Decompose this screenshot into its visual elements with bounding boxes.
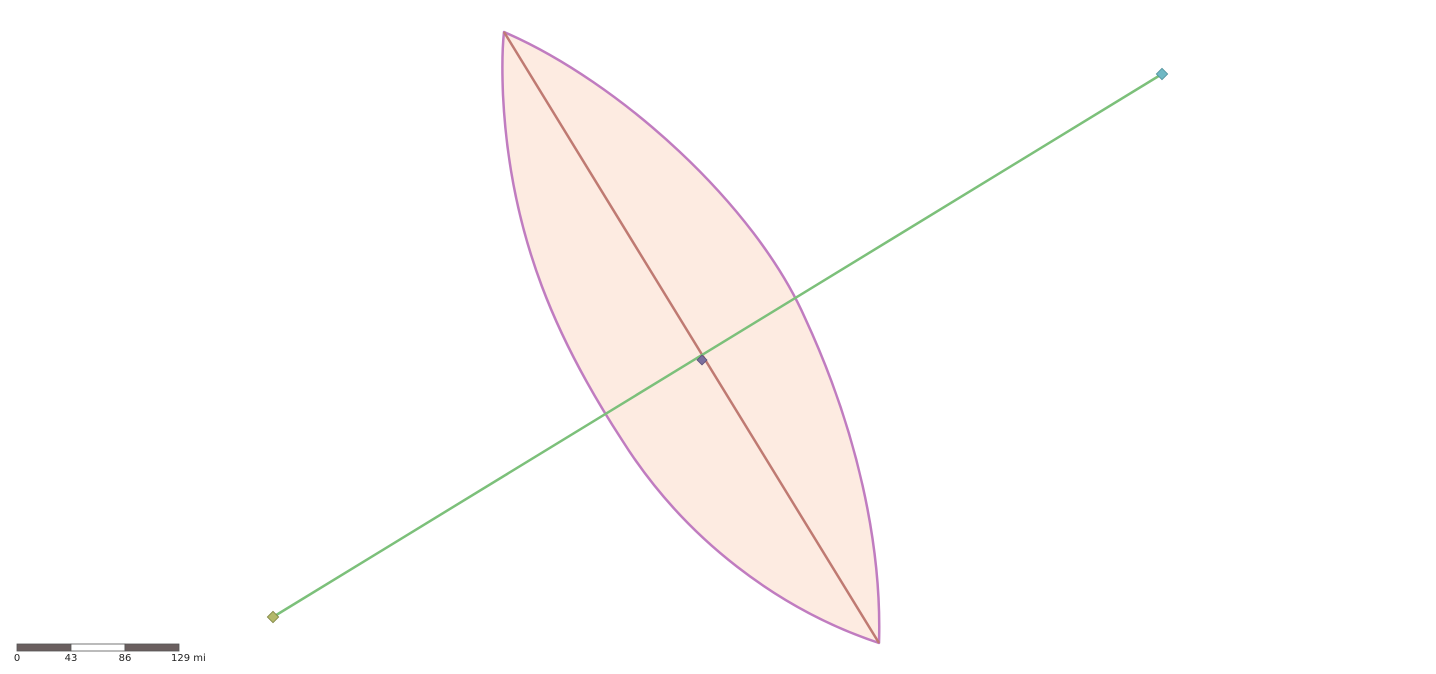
left-endpoint-marker[interactable] bbox=[266, 610, 280, 624]
center-point-marker[interactable] bbox=[696, 354, 708, 366]
major-axis-line[interactable] bbox=[502, 31, 881, 644]
scale-bar-segment bbox=[124, 643, 180, 652]
crossing-line[interactable] bbox=[272, 72, 1163, 619]
scale-bar-tick-label: 0 bbox=[14, 653, 20, 664]
scale-bar-tick-label: 129 mi bbox=[171, 653, 206, 664]
scale-bar-segment bbox=[16, 643, 72, 652]
right-endpoint-marker[interactable] bbox=[1155, 67, 1169, 81]
scale-bar: 0 43 86 129 mi bbox=[14, 643, 206, 664]
scale-bar-segment bbox=[70, 643, 126, 652]
scale-bar-tick-label: 43 bbox=[65, 653, 78, 664]
scale-bar-tick-label: 86 bbox=[119, 653, 132, 664]
